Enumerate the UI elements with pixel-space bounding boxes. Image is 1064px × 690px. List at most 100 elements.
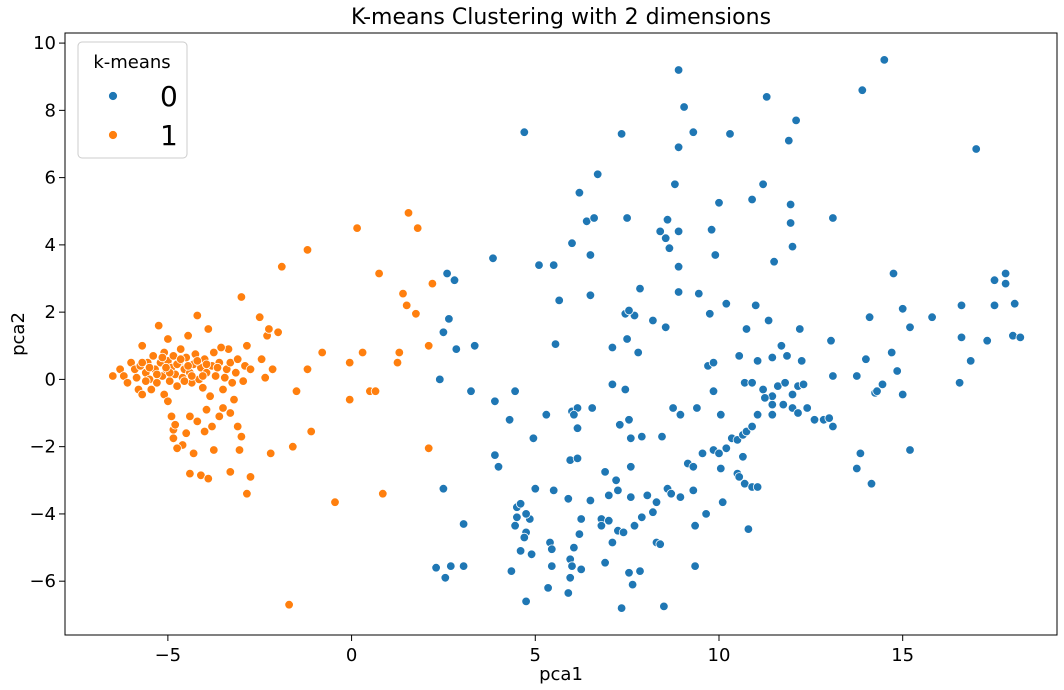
point-series-0-193 [690, 521, 700, 531]
point-series-1-129 [411, 309, 421, 319]
point-series-1-103 [144, 362, 155, 373]
point-series-1-78 [185, 411, 195, 422]
point-series-0-147 [626, 433, 636, 444]
point-series-0-211 [576, 564, 586, 575]
point-series-1-98 [245, 472, 256, 482]
point-series-0-27 [664, 243, 675, 253]
point-series-0-47 [635, 283, 645, 294]
points-layer [108, 55, 1026, 613]
point-series-0-124 [872, 386, 882, 396]
point-series-0-91 [852, 371, 862, 381]
point-series-1-118 [161, 362, 171, 373]
point-series-0-58 [956, 300, 967, 311]
point-series-0-192 [688, 485, 699, 496]
legend: k-means 0 1 [77, 41, 188, 159]
point-series-0-46 [624, 305, 634, 316]
point-series-1-121 [277, 262, 287, 272]
point-series-1-102 [137, 357, 147, 368]
point-series-1-77 [181, 428, 191, 438]
point-series-0-94 [892, 366, 902, 376]
point-series-1-105 [157, 352, 168, 363]
point-series-0-238 [635, 566, 645, 576]
point-series-1-83 [214, 411, 225, 422]
point-series-0-171 [512, 512, 522, 523]
point-series-1-51 [210, 371, 221, 381]
point-series-0-210 [574, 529, 585, 539]
point-series-0-164 [855, 448, 866, 459]
point-series-0-83 [708, 357, 719, 368]
point-series-0-11 [971, 144, 981, 154]
point-series-0-215 [607, 537, 618, 548]
point-series-1-15 [148, 351, 158, 361]
point-series-0-162 [747, 421, 757, 432]
point-series-0-160 [738, 452, 748, 462]
point-series-0-43 [585, 290, 596, 301]
point-series-0-64 [550, 339, 561, 349]
point-series-0-149 [657, 431, 667, 442]
point-series-1-101 [306, 426, 316, 437]
point-series-0-55 [1000, 278, 1011, 289]
point-series-1-122 [302, 245, 313, 255]
point-series-1-6 [131, 373, 142, 383]
point-series-1-99 [266, 448, 276, 459]
point-series-0-167 [438, 484, 449, 494]
point-series-0-105 [758, 384, 768, 395]
point-series-1-109 [187, 371, 197, 381]
point-series-0-165 [866, 479, 877, 489]
point-series-0-230 [458, 561, 469, 571]
point-series-1-112 [201, 359, 212, 370]
y-tick-label: 0 [45, 369, 56, 390]
point-series-0-201 [519, 532, 530, 543]
point-series-1-115 [220, 373, 230, 383]
point-series-0-15 [670, 179, 680, 190]
point-series-1-100 [288, 442, 298, 452]
point-series-1-137 [370, 386, 381, 396]
point-series-0-88 [776, 341, 787, 351]
point-series-0-37 [673, 262, 684, 272]
point-series-0-217 [618, 527, 629, 538]
point-series-1-63 [242, 341, 252, 351]
point-series-1-0 [108, 371, 118, 381]
y-tick-label: 8 [45, 100, 56, 121]
point-series-0-40 [442, 268, 452, 279]
point-series-0-183 [626, 462, 636, 472]
point-series-0-34 [488, 253, 498, 263]
point-series-1-61 [238, 376, 248, 386]
point-series-0-189 [675, 492, 686, 502]
point-series-0-16 [714, 198, 724, 208]
point-series-0-36 [549, 260, 559, 270]
y-tick-label: −6 [29, 571, 56, 592]
point-series-0-148 [637, 431, 647, 442]
point-series-0-51 [751, 300, 761, 311]
point-series-0-69 [661, 322, 671, 333]
point-series-1-138 [392, 357, 403, 368]
point-series-0-109 [787, 389, 798, 400]
legend-title: k-means [93, 52, 170, 73]
legend-label-1: 1 [160, 119, 178, 152]
point-series-0-1 [616, 129, 627, 139]
point-series-0-184 [626, 492, 636, 502]
point-series-0-38 [710, 250, 721, 260]
point-series-0-8 [791, 115, 801, 126]
point-series-0-202 [515, 546, 526, 556]
point-series-1-125 [413, 223, 423, 233]
point-series-0-19 [785, 199, 796, 210]
point-series-0-86 [767, 352, 778, 363]
point-series-0-59 [927, 312, 937, 322]
point-series-0-76 [898, 304, 908, 314]
point-series-0-129 [541, 410, 552, 420]
point-series-0-26 [662, 214, 673, 225]
point-series-1-9 [137, 341, 147, 351]
point-series-0-114 [767, 399, 778, 410]
chart-title: K-means Clustering with 2 dimensions [351, 5, 771, 30]
point-series-0-12 [673, 142, 684, 153]
point-series-1-127 [398, 288, 408, 299]
point-series-1-140 [424, 341, 434, 351]
point-series-0-48 [673, 287, 684, 297]
point-series-1-87 [236, 431, 247, 442]
point-series-0-172 [515, 499, 526, 509]
point-series-1-48 [205, 391, 215, 401]
point-series-0-144 [572, 453, 583, 464]
point-series-0-96 [966, 356, 976, 366]
point-series-0-54 [1000, 268, 1011, 279]
